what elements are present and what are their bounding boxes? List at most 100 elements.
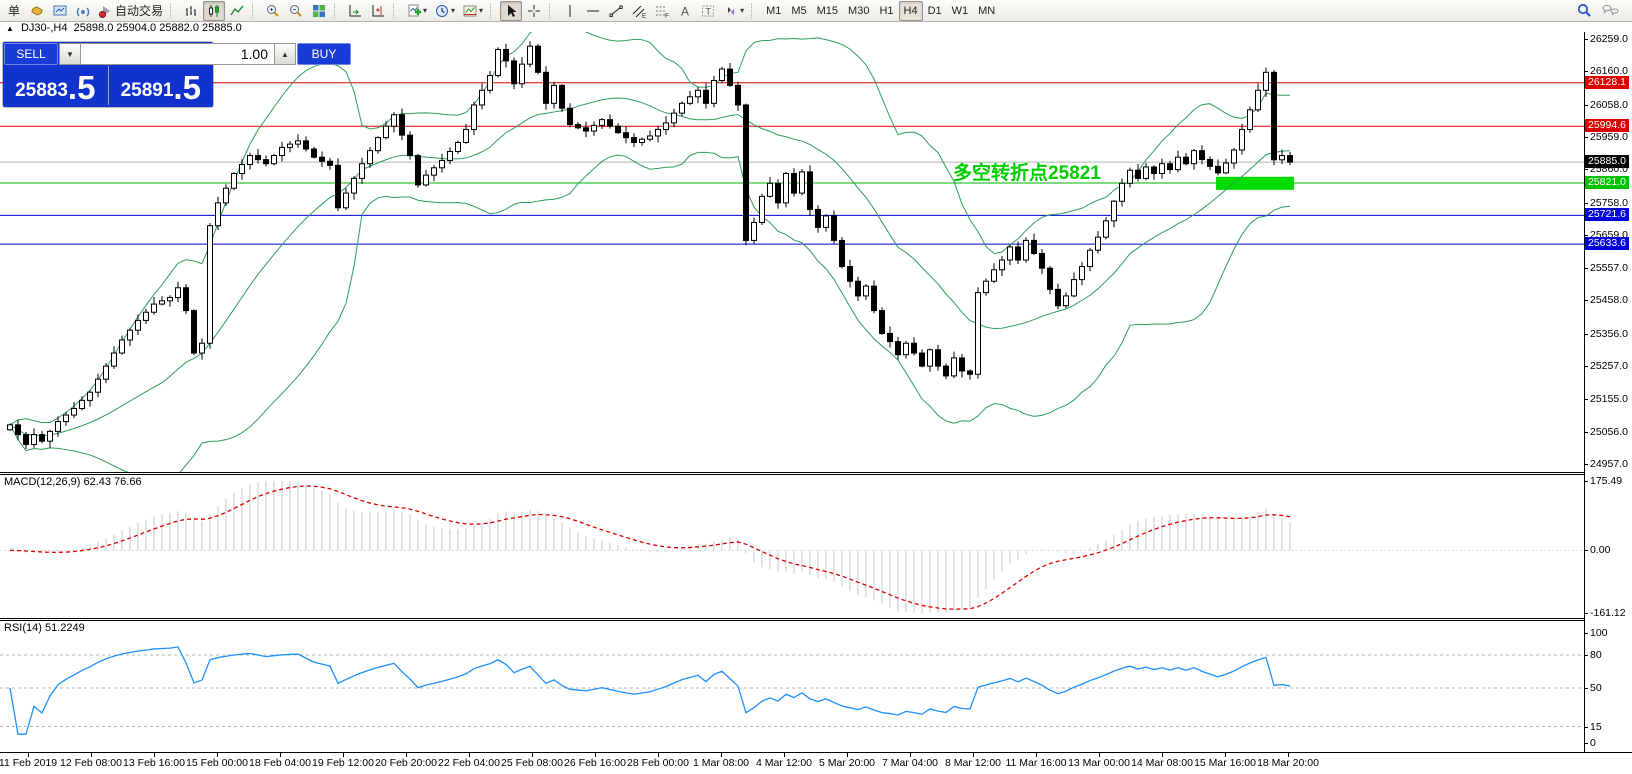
candle-body bbox=[135, 319, 141, 331]
timeframe-w1[interactable]: W1 bbox=[951, 4, 969, 17]
autotrading-button[interactable]: 自动交易 bbox=[95, 1, 166, 21]
text-label-button[interactable]: T bbox=[697, 1, 719, 21]
chat-icon[interactable] bbox=[1601, 3, 1623, 19]
templates-dropdown[interactable]: ▾ bbox=[479, 5, 484, 15]
candle-body bbox=[79, 399, 85, 410]
buy-button[interactable]: BUY bbox=[297, 43, 351, 65]
candle-body bbox=[359, 163, 365, 179]
wallet-button[interactable] bbox=[26, 1, 48, 21]
tile-windows-button[interactable] bbox=[308, 1, 330, 21]
new-order-button[interactable]: 单 bbox=[3, 1, 25, 21]
bar-chart-button[interactable] bbox=[180, 1, 202, 21]
horizontal-line-icon bbox=[587, 10, 600, 11]
candle-body bbox=[47, 430, 53, 442]
candle-body bbox=[911, 342, 917, 354]
candle-body bbox=[87, 391, 93, 401]
templates-icon bbox=[463, 5, 477, 16]
candle-body bbox=[695, 89, 701, 98]
candle-body bbox=[167, 297, 173, 302]
sell-price-fraction: .5 bbox=[67, 68, 96, 106]
candle-body bbox=[967, 370, 973, 375]
wallet-icon bbox=[31, 5, 43, 16]
chart-annotation[interactable]: 多空转折点25821 bbox=[953, 161, 1101, 184]
svg-text:E: E bbox=[642, 12, 647, 19]
candle-body bbox=[423, 174, 429, 186]
sell-button[interactable]: SELL bbox=[4, 43, 58, 65]
candle-body bbox=[807, 171, 813, 210]
timeframe-h1[interactable]: H1 bbox=[879, 4, 894, 17]
timeframe-h4[interactable]: H4 bbox=[898, 0, 923, 21]
candle-body bbox=[151, 303, 157, 313]
volume-input[interactable] bbox=[81, 43, 274, 65]
candle-body bbox=[23, 434, 29, 445]
search-icon[interactable] bbox=[1576, 2, 1593, 19]
candlestick-chart-icon bbox=[209, 4, 220, 17]
candle-body bbox=[1119, 182, 1125, 202]
line-chart-button[interactable] bbox=[226, 1, 248, 21]
candle-body bbox=[495, 48, 501, 77]
text-button[interactable]: A bbox=[674, 1, 696, 21]
timeframe-d1[interactable]: D1 bbox=[927, 4, 942, 17]
crosshair-button[interactable] bbox=[523, 1, 545, 21]
candle-body bbox=[319, 156, 325, 162]
rsi-panel[interactable] bbox=[0, 620, 1584, 752]
time-tick bbox=[343, 753, 344, 757]
vertical-line-button[interactable] bbox=[559, 1, 581, 21]
candle-body bbox=[263, 159, 269, 165]
candle-body bbox=[1103, 220, 1109, 238]
price-tick: 25155.0 bbox=[1584, 393, 1628, 406]
timeframe-m15[interactable]: M15 bbox=[816, 4, 839, 17]
sell-price[interactable]: 25883 .5 bbox=[3, 66, 108, 105]
panel-divider-rsi[interactable] bbox=[0, 618, 1584, 621]
volume-decrease-button[interactable]: ▼ bbox=[59, 43, 81, 65]
panel-divider-macd[interactable] bbox=[0, 472, 1584, 475]
macd-panel[interactable] bbox=[0, 474, 1584, 618]
candle-body bbox=[103, 365, 109, 380]
candle-body bbox=[919, 352, 925, 367]
highlight-rectangle[interactable] bbox=[1216, 176, 1294, 190]
candle-body bbox=[631, 137, 637, 143]
time-tick bbox=[28, 753, 29, 757]
horizontal-line-button[interactable] bbox=[582, 1, 604, 21]
candle-body bbox=[439, 159, 445, 169]
main-chart[interactable]: 多空转折点25821 bbox=[0, 32, 1584, 472]
equidistant-channel-button[interactable]: E bbox=[628, 1, 650, 21]
time-tick bbox=[280, 753, 281, 757]
candlestick-chart-button[interactable] bbox=[203, 0, 226, 21]
signals-button[interactable] bbox=[72, 1, 94, 21]
candle-body bbox=[887, 332, 893, 343]
chart-shift-button[interactable] bbox=[367, 1, 389, 21]
templates-button[interactable]: ▾ bbox=[459, 1, 486, 21]
candle-body bbox=[215, 202, 221, 227]
autoscroll-button[interactable] bbox=[344, 1, 366, 21]
candle-body bbox=[327, 160, 333, 166]
time-axis[interactable]: 11 Feb 2019 12 Feb 08:00 13 Feb 16:00 15 Fe… bbox=[0, 753, 1632, 774]
volume-increase-button[interactable]: ▲ bbox=[274, 43, 296, 65]
indicators-button[interactable]: ▾ bbox=[403, 1, 430, 21]
indicators-dropdown[interactable]: ▾ bbox=[423, 5, 428, 15]
periods-button[interactable]: ▾ bbox=[431, 1, 458, 21]
periods-dropdown[interactable]: ▾ bbox=[451, 5, 456, 15]
timeframe-m30[interactable]: M30 bbox=[848, 4, 870, 17]
cursor-button[interactable] bbox=[500, 0, 523, 21]
trendline-button[interactable] bbox=[605, 1, 627, 21]
collapse-arrow-icon[interactable]: ▲ bbox=[6, 24, 14, 33]
time-label: 15 Feb 00:00 bbox=[186, 757, 248, 769]
time-label: 11 Feb 2019 bbox=[0, 757, 58, 769]
buy-price[interactable]: 25891 .5 bbox=[107, 66, 214, 105]
charts-window-button[interactable] bbox=[49, 1, 71, 21]
fibonacci-button[interactable]: F bbox=[651, 1, 673, 21]
arrows-dropdown[interactable]: ▾ bbox=[740, 5, 745, 15]
candle-body bbox=[839, 239, 845, 268]
chart-shift-icon bbox=[372, 4, 385, 16]
arrows-button[interactable]: ▾ bbox=[720, 1, 747, 21]
timeframe-m1[interactable]: M1 bbox=[766, 4, 782, 17]
zoom-out-button[interactable] bbox=[285, 1, 307, 21]
candle-body bbox=[983, 280, 989, 294]
candle-body bbox=[735, 84, 741, 106]
rsi-label: RSI(14) 51.2249 bbox=[4, 622, 85, 634]
timeframe-m5[interactable]: M5 bbox=[791, 4, 807, 17]
svg-text:F: F bbox=[665, 12, 669, 19]
zoom-in-button[interactable] bbox=[262, 1, 284, 21]
timeframe-mn[interactable]: MN bbox=[978, 4, 996, 17]
